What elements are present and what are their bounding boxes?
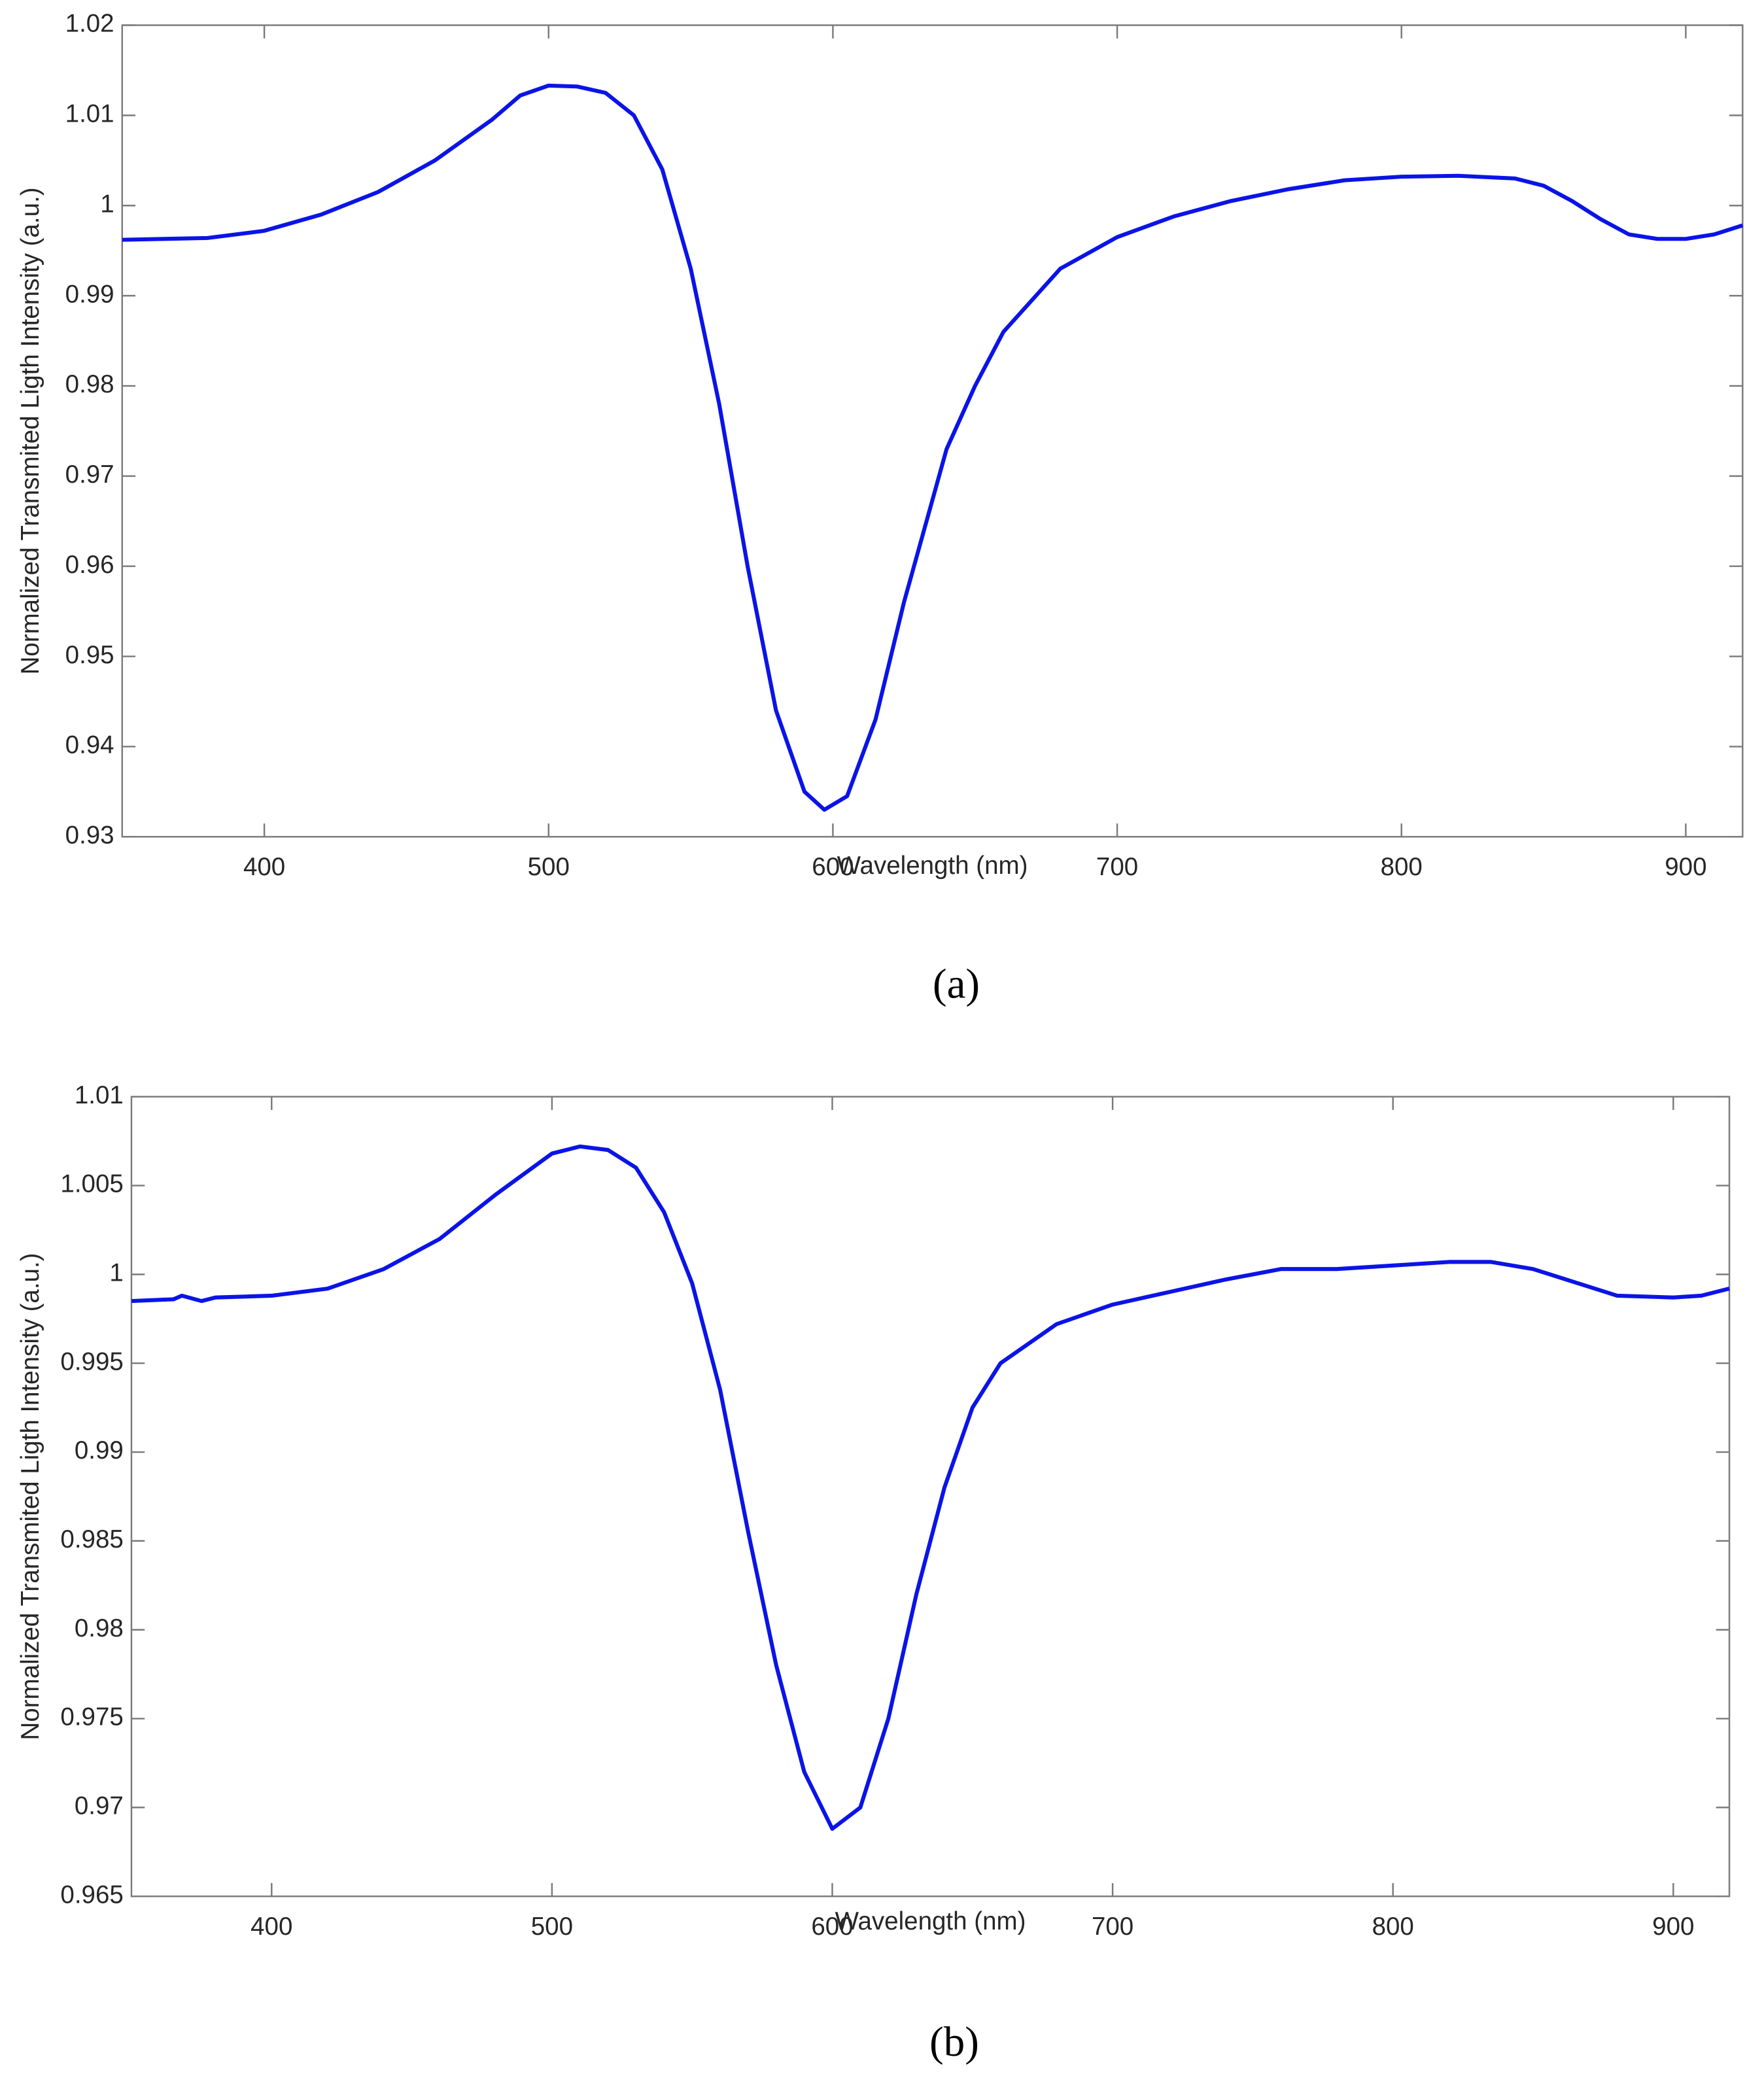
x-tick-label: 500 [531, 1913, 573, 1941]
x-axis-label: Wavelength (nm) [835, 1907, 1026, 1935]
y-tick-label: 0.965 [60, 1880, 123, 1909]
caption: (b) [929, 2018, 979, 2066]
x-tick-label: 600 [812, 853, 854, 881]
x-tick-label: 800 [1381, 853, 1423, 881]
y-tick-label: 0.95 [65, 641, 114, 669]
x-axis-label: Wavelength (nm) [837, 852, 1028, 880]
y-axis-label: Normalized Transmited Ligth Intensity (a… [16, 187, 44, 674]
y-tick-label: 1.02 [65, 10, 114, 38]
y-tick-label: 0.98 [65, 370, 114, 398]
y-tick-label: 0.98 [75, 1614, 124, 1642]
y-tick-label: 0.97 [75, 1792, 124, 1820]
x-tick-label: 800 [1372, 1913, 1414, 1941]
plot-frame [121, 24, 1744, 838]
y-tick-label: 1.01 [65, 100, 114, 128]
y-tick-label: 0.985 [60, 1525, 123, 1553]
y-tick-label: 0.97 [65, 460, 114, 489]
x-tick-label: 400 [243, 853, 285, 881]
x-tick-label: 700 [1096, 853, 1138, 881]
y-tick-label: 0.99 [75, 1436, 124, 1464]
y-tick-label: 1 [109, 1259, 123, 1287]
plot-frame [130, 1096, 1731, 1897]
x-tick-label: 600 [811, 1913, 853, 1941]
data-line [131, 1144, 1730, 1831]
x-tick-label: 700 [1092, 1913, 1133, 1941]
data-line [122, 83, 1744, 812]
y-tick-label: 1.005 [60, 1170, 123, 1198]
y-axis-label: Normalized Transmited Ligth Intensity (a… [16, 1253, 44, 1740]
x-tick-label: 900 [1665, 853, 1706, 881]
x-tick-label: 900 [1652, 1913, 1694, 1941]
y-tick-label: 0.975 [60, 1703, 123, 1731]
y-tick-label: 0.94 [65, 731, 114, 759]
y-tick-label: 0.99 [65, 280, 114, 308]
x-tick-label: 400 [251, 1913, 292, 1941]
y-tick-label: 0.995 [60, 1347, 123, 1376]
caption: (a) [933, 960, 980, 1007]
y-tick-label: 1 [100, 190, 114, 218]
y-tick-label: 1.01 [75, 1081, 124, 1109]
y-tick-label: 0.96 [65, 551, 114, 579]
x-tick-label: 500 [528, 853, 570, 881]
y-tick-label: 0.93 [65, 821, 114, 849]
